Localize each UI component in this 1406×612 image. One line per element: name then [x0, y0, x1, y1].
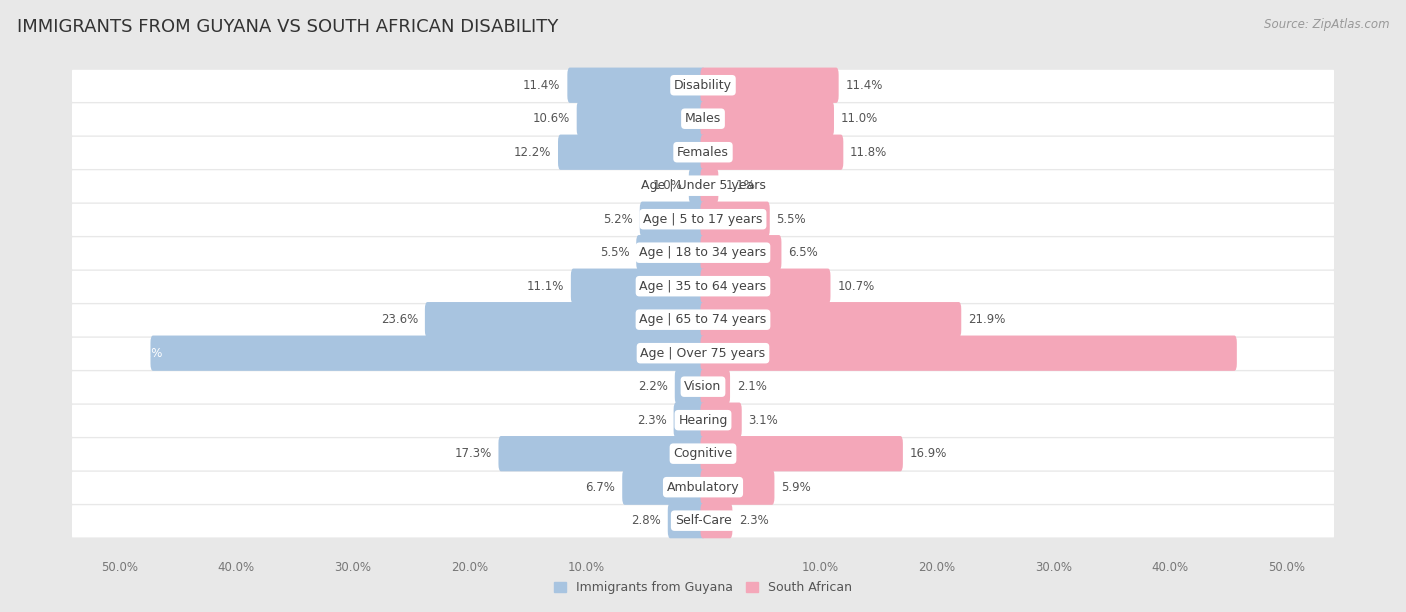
FancyBboxPatch shape: [72, 70, 1334, 102]
FancyBboxPatch shape: [72, 506, 1334, 537]
Text: 2.2%: 2.2%: [638, 380, 668, 393]
FancyBboxPatch shape: [700, 302, 962, 337]
Text: 10.6%: 10.6%: [533, 112, 569, 125]
Text: 2.8%: 2.8%: [631, 514, 661, 527]
Text: IMMIGRANTS FROM GUYANA VS SOUTH AFRICAN DISABILITY: IMMIGRANTS FROM GUYANA VS SOUTH AFRICAN …: [17, 18, 558, 36]
FancyBboxPatch shape: [72, 271, 1334, 303]
FancyBboxPatch shape: [700, 469, 775, 505]
Text: 2.3%: 2.3%: [637, 414, 666, 427]
FancyBboxPatch shape: [700, 369, 730, 405]
FancyBboxPatch shape: [700, 503, 733, 539]
Text: 5.9%: 5.9%: [782, 480, 811, 494]
FancyBboxPatch shape: [568, 67, 706, 103]
Text: Age | 18 to 34 years: Age | 18 to 34 years: [640, 246, 766, 259]
Text: 45.5%: 45.5%: [1244, 346, 1281, 360]
Text: 6.7%: 6.7%: [585, 480, 616, 494]
Text: 11.0%: 11.0%: [841, 112, 877, 125]
FancyBboxPatch shape: [72, 170, 1334, 203]
Text: 6.5%: 6.5%: [789, 246, 818, 259]
FancyBboxPatch shape: [700, 403, 742, 438]
Text: Age | Over 75 years: Age | Over 75 years: [641, 346, 765, 360]
FancyBboxPatch shape: [673, 403, 706, 438]
FancyBboxPatch shape: [72, 438, 1334, 471]
Text: 11.1%: 11.1%: [527, 280, 564, 293]
Text: 2.1%: 2.1%: [737, 380, 766, 393]
Text: Ambulatory: Ambulatory: [666, 480, 740, 494]
FancyBboxPatch shape: [576, 101, 706, 136]
Text: 17.3%: 17.3%: [454, 447, 492, 460]
FancyBboxPatch shape: [700, 436, 903, 471]
Text: Age | Under 5 years: Age | Under 5 years: [641, 179, 765, 192]
FancyBboxPatch shape: [72, 472, 1334, 504]
Text: 5.5%: 5.5%: [600, 246, 630, 259]
FancyBboxPatch shape: [700, 235, 782, 271]
FancyBboxPatch shape: [689, 168, 706, 203]
FancyBboxPatch shape: [700, 269, 831, 304]
FancyBboxPatch shape: [668, 503, 706, 539]
Text: 12.2%: 12.2%: [513, 146, 551, 159]
Text: Vision: Vision: [685, 380, 721, 393]
FancyBboxPatch shape: [640, 201, 706, 237]
FancyBboxPatch shape: [675, 369, 706, 405]
FancyBboxPatch shape: [425, 302, 706, 337]
Text: Age | 35 to 64 years: Age | 35 to 64 years: [640, 280, 766, 293]
Text: 10.7%: 10.7%: [838, 280, 875, 293]
Text: Males: Males: [685, 112, 721, 125]
Text: 1.1%: 1.1%: [725, 179, 755, 192]
FancyBboxPatch shape: [700, 335, 1237, 371]
FancyBboxPatch shape: [72, 237, 1334, 269]
Text: Age | 65 to 74 years: Age | 65 to 74 years: [640, 313, 766, 326]
FancyBboxPatch shape: [700, 168, 718, 203]
Text: 21.9%: 21.9%: [969, 313, 1005, 326]
Text: Age | 5 to 17 years: Age | 5 to 17 years: [644, 213, 762, 226]
FancyBboxPatch shape: [571, 269, 706, 304]
FancyBboxPatch shape: [72, 204, 1334, 236]
FancyBboxPatch shape: [72, 304, 1334, 337]
FancyBboxPatch shape: [72, 137, 1334, 169]
Text: Hearing: Hearing: [678, 414, 728, 427]
Text: 3.1%: 3.1%: [748, 414, 779, 427]
Text: 16.9%: 16.9%: [910, 447, 948, 460]
FancyBboxPatch shape: [700, 67, 838, 103]
Text: Source: ZipAtlas.com: Source: ZipAtlas.com: [1264, 18, 1389, 31]
Text: 1.0%: 1.0%: [652, 179, 682, 192]
Text: Females: Females: [678, 146, 728, 159]
FancyBboxPatch shape: [623, 469, 706, 505]
Text: 5.5%: 5.5%: [776, 213, 806, 226]
FancyBboxPatch shape: [72, 405, 1334, 437]
FancyBboxPatch shape: [558, 135, 706, 170]
Text: 11.4%: 11.4%: [845, 79, 883, 92]
Text: 2.3%: 2.3%: [740, 514, 769, 527]
Text: 5.2%: 5.2%: [603, 213, 633, 226]
FancyBboxPatch shape: [499, 436, 706, 471]
Text: Self-Care: Self-Care: [675, 514, 731, 527]
Text: 47.1%: 47.1%: [125, 346, 162, 360]
FancyBboxPatch shape: [700, 201, 769, 237]
FancyBboxPatch shape: [72, 103, 1334, 135]
Legend: Immigrants from Guyana, South African: Immigrants from Guyana, South African: [548, 576, 858, 599]
FancyBboxPatch shape: [637, 235, 706, 271]
FancyBboxPatch shape: [72, 371, 1334, 403]
Text: 23.6%: 23.6%: [381, 313, 418, 326]
Text: Cognitive: Cognitive: [673, 447, 733, 460]
FancyBboxPatch shape: [700, 101, 834, 136]
FancyBboxPatch shape: [700, 135, 844, 170]
Text: 11.8%: 11.8%: [851, 146, 887, 159]
FancyBboxPatch shape: [72, 338, 1334, 370]
Text: 11.4%: 11.4%: [523, 79, 561, 92]
FancyBboxPatch shape: [150, 335, 706, 371]
Text: Disability: Disability: [673, 79, 733, 92]
